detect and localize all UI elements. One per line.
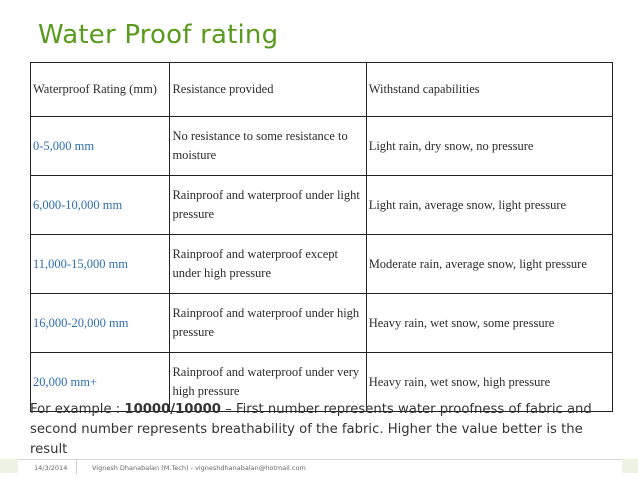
resistance-cell: Rainproof and waterproof under very high… [169,352,367,412]
table-row: 11,000-15,000 mm Rainproof and waterproo… [29,234,614,294]
table-row: 20,000 mm+ Rainproof and waterproof unde… [29,352,614,412]
table-header-row: Waterproof Rating (mm) Resistance provid… [29,62,614,117]
table-row: 6,000-10,000 mm Rainproof and waterproof… [29,175,614,235]
rating-link[interactable]: 16,000-20,000 mm [33,315,129,330]
footer-divider [76,460,77,474]
rating-link[interactable]: 0-5,000 mm [33,138,95,153]
table-row: 16,000-20,000 mm Rainproof and waterproo… [29,293,614,353]
withstand-cell: Moderate rain, average snow, light press… [365,234,614,294]
rating-cell[interactable]: 20,000 mm+ [29,352,171,412]
example-code: 10000/10000 [124,402,221,417]
table-row: 0-5,000 mm No resistance to some resista… [29,116,614,176]
resistance-cell: Rainproof and waterproof under light pre… [169,175,367,235]
example-prefix: For example : [30,402,125,417]
example-text: For example : 10000/10000 – First number… [30,400,620,460]
rating-link[interactable]: 20,000 mm+ [33,374,97,389]
resistance-cell: Rainproof and waterproof except under hi… [169,234,367,294]
waterproof-rating-table: Waterproof Rating (mm) Resistance provid… [29,62,614,412]
resistance-cell: No resistance to some resistance to mois… [169,116,367,176]
header-withstand-capabilities: Withstand capabilities [365,62,614,117]
rating-cell[interactable]: 11,000-15,000 mm [29,234,171,294]
withstand-cell: Light rain, average snow, light pressure [365,175,614,235]
example-suffix: – First number represents water proofnes… [30,402,592,457]
footer-date: 14/3/2014 [34,464,68,472]
slide-title: Water Proof rating [38,20,279,50]
rating-cell[interactable]: 16,000-20,000 mm [29,293,171,353]
rating-link[interactable]: 11,000-15,000 mm [33,256,129,271]
rating-link[interactable]: 6,000-10,000 mm [33,197,123,212]
footer-decoration-right [622,459,638,473]
rating-cell[interactable]: 0-5,000 mm [29,116,171,176]
header-waterproof-rating: Waterproof Rating (mm) [29,62,171,117]
header-resistance-provided: Resistance provided [169,62,367,117]
footer-author: Vignesh Dhanabalan (M.Tech) - vigneshdha… [92,464,306,472]
withstand-cell: Heavy rain, wet snow, some pressure [365,293,614,353]
slide-footer: 14/3/2014 Vignesh Dhanabalan (M.Tech) - … [18,459,622,474]
withstand-cell: Light rain, dry snow, no pressure [365,116,614,176]
footer-decoration-left [0,459,18,473]
withstand-cell: Heavy rain, wet snow, high pressure [365,352,614,412]
rating-cell[interactable]: 6,000-10,000 mm [29,175,171,235]
resistance-cell: Rainproof and waterproof under high pres… [169,293,367,353]
